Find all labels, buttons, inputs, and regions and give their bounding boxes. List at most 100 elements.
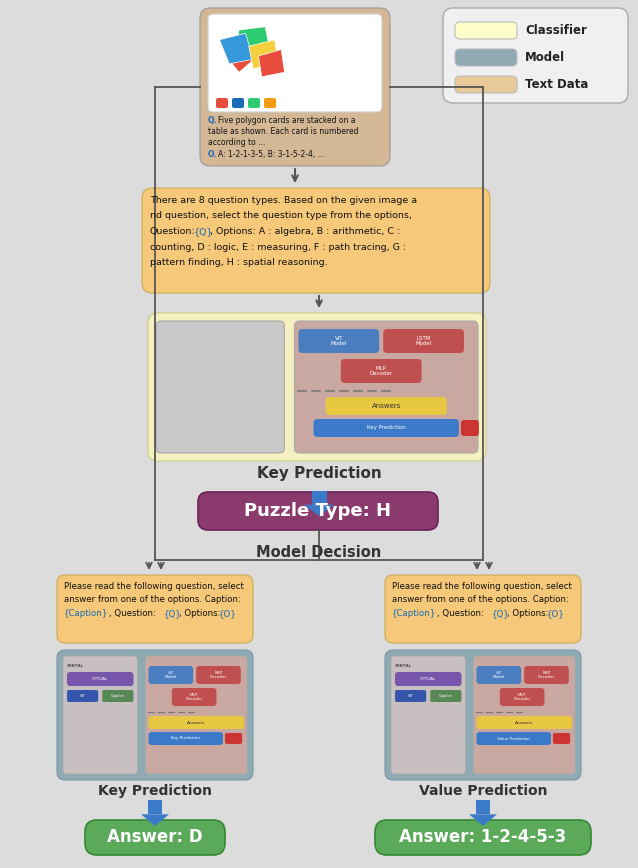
Text: MLP
Decoder: MLP Decoder (369, 365, 393, 377)
FancyBboxPatch shape (295, 321, 478, 453)
Text: Question:: Question: (150, 227, 196, 236)
FancyBboxPatch shape (57, 650, 253, 780)
Text: MLP
Decoder: MLP Decoder (186, 693, 203, 701)
Text: Classifier: Classifier (525, 24, 587, 37)
Text: , Options:: , Options: (179, 609, 221, 618)
Text: MLP
Decoder: MLP Decoder (538, 671, 555, 680)
Text: GPTUAL: GPTUAL (92, 677, 108, 681)
FancyBboxPatch shape (383, 329, 464, 353)
FancyBboxPatch shape (477, 732, 551, 745)
FancyBboxPatch shape (500, 688, 544, 706)
Polygon shape (249, 40, 278, 69)
FancyBboxPatch shape (325, 397, 447, 415)
Polygon shape (304, 505, 334, 516)
Polygon shape (219, 33, 253, 64)
FancyBboxPatch shape (225, 733, 242, 744)
Text: Caption: Caption (111, 694, 125, 698)
Text: nd question, select the question type from the options,: nd question, select the question type fr… (150, 212, 412, 220)
Text: LSTM
Model: LSTM Model (415, 336, 432, 346)
Text: {Caption}: {Caption} (392, 609, 436, 618)
FancyBboxPatch shape (148, 313, 486, 461)
Text: A: 1-2-1-3-5, B: 3-1-5-2-4, ...: A: 1-2-1-3-5, B: 3-1-5-2-4, ... (218, 150, 325, 159)
Text: {Q}: {Q} (492, 609, 510, 618)
Text: table as shown. Each card is numbered: table as shown. Each card is numbered (208, 127, 359, 136)
Polygon shape (311, 491, 327, 505)
FancyBboxPatch shape (299, 329, 379, 353)
Text: counting, D : logic, E : measuring, F : path tracing, G :: counting, D : logic, E : measuring, F : … (150, 242, 406, 252)
FancyBboxPatch shape (67, 690, 98, 702)
FancyBboxPatch shape (375, 820, 591, 855)
Text: O.: O. (208, 150, 218, 159)
FancyBboxPatch shape (145, 656, 247, 774)
Text: Model: Model (525, 51, 565, 64)
FancyBboxPatch shape (455, 76, 517, 93)
FancyBboxPatch shape (248, 98, 260, 108)
Text: Value Prediction: Value Prediction (419, 784, 547, 798)
FancyBboxPatch shape (313, 419, 459, 437)
Polygon shape (226, 36, 262, 72)
Text: answer from one of the options. Caption:: answer from one of the options. Caption: (392, 595, 569, 604)
Text: MLP
Decoder: MLP Decoder (210, 671, 227, 680)
Text: Answers: Answers (515, 720, 533, 725)
FancyBboxPatch shape (216, 98, 228, 108)
FancyBboxPatch shape (477, 716, 572, 729)
FancyBboxPatch shape (149, 732, 223, 745)
Text: MLP
Decoder: MLP Decoder (514, 693, 531, 701)
FancyBboxPatch shape (443, 8, 628, 103)
FancyBboxPatch shape (142, 188, 490, 293)
Text: ViT: ViT (80, 694, 85, 698)
FancyBboxPatch shape (102, 690, 133, 702)
FancyBboxPatch shape (430, 690, 461, 702)
Text: {O}: {O} (219, 609, 237, 618)
Text: {Caption}: {Caption} (64, 609, 108, 618)
Text: ViT
Model: ViT Model (330, 336, 347, 346)
Text: ViT: ViT (408, 694, 413, 698)
FancyBboxPatch shape (395, 690, 426, 702)
Text: pattern finding, H : spatial reasoning.: pattern finding, H : spatial reasoning. (150, 258, 328, 267)
FancyBboxPatch shape (524, 666, 569, 684)
FancyBboxPatch shape (149, 716, 244, 729)
Polygon shape (148, 800, 162, 814)
FancyBboxPatch shape (232, 98, 244, 108)
Text: Answers: Answers (187, 720, 205, 725)
FancyBboxPatch shape (198, 492, 438, 530)
Text: Key Prediction: Key Prediction (98, 784, 212, 798)
FancyBboxPatch shape (63, 656, 137, 774)
FancyBboxPatch shape (156, 321, 285, 453)
FancyBboxPatch shape (67, 672, 133, 686)
Text: Key Prediction: Key Prediction (171, 737, 200, 740)
Text: Value Prediction: Value Prediction (497, 737, 530, 740)
FancyBboxPatch shape (391, 656, 466, 774)
FancyBboxPatch shape (172, 688, 216, 706)
Text: Five polygon cards are stacked on a: Five polygon cards are stacked on a (218, 116, 355, 125)
Text: Key Prediction: Key Prediction (256, 466, 382, 481)
Text: Answer: 1-2-4-5-3: Answer: 1-2-4-5-3 (399, 828, 567, 846)
FancyBboxPatch shape (85, 820, 225, 855)
Text: answer from one of the options. Caption:: answer from one of the options. Caption: (64, 595, 241, 604)
Text: according to ...: according to ... (208, 138, 265, 147)
Text: , Question:: , Question: (437, 609, 487, 618)
FancyBboxPatch shape (341, 359, 422, 383)
Text: , Options: A : algebra, B : arithmetic, C :: , Options: A : algebra, B : arithmetic, … (210, 227, 400, 236)
FancyBboxPatch shape (200, 8, 390, 166)
Text: , Question:: , Question: (109, 609, 159, 618)
Text: Please read the following question, select: Please read the following question, sele… (64, 582, 244, 591)
Text: SPATIAL: SPATIAL (395, 664, 412, 668)
FancyBboxPatch shape (461, 420, 479, 436)
Text: SPATIAL: SPATIAL (67, 664, 84, 668)
FancyBboxPatch shape (149, 666, 193, 684)
Text: Q.: Q. (208, 116, 218, 125)
FancyBboxPatch shape (196, 666, 241, 684)
FancyBboxPatch shape (385, 575, 581, 643)
Text: Answers: Answers (371, 403, 401, 409)
Text: Answer: D: Answer: D (107, 828, 203, 846)
Polygon shape (236, 27, 271, 56)
FancyBboxPatch shape (473, 656, 575, 774)
Text: Model Decision: Model Decision (256, 545, 382, 560)
FancyBboxPatch shape (455, 22, 517, 39)
Text: Text Data: Text Data (525, 78, 588, 91)
FancyBboxPatch shape (477, 666, 521, 684)
Text: {O}: {O} (547, 609, 565, 618)
Polygon shape (258, 49, 285, 76)
Text: Caption: Caption (439, 694, 453, 698)
